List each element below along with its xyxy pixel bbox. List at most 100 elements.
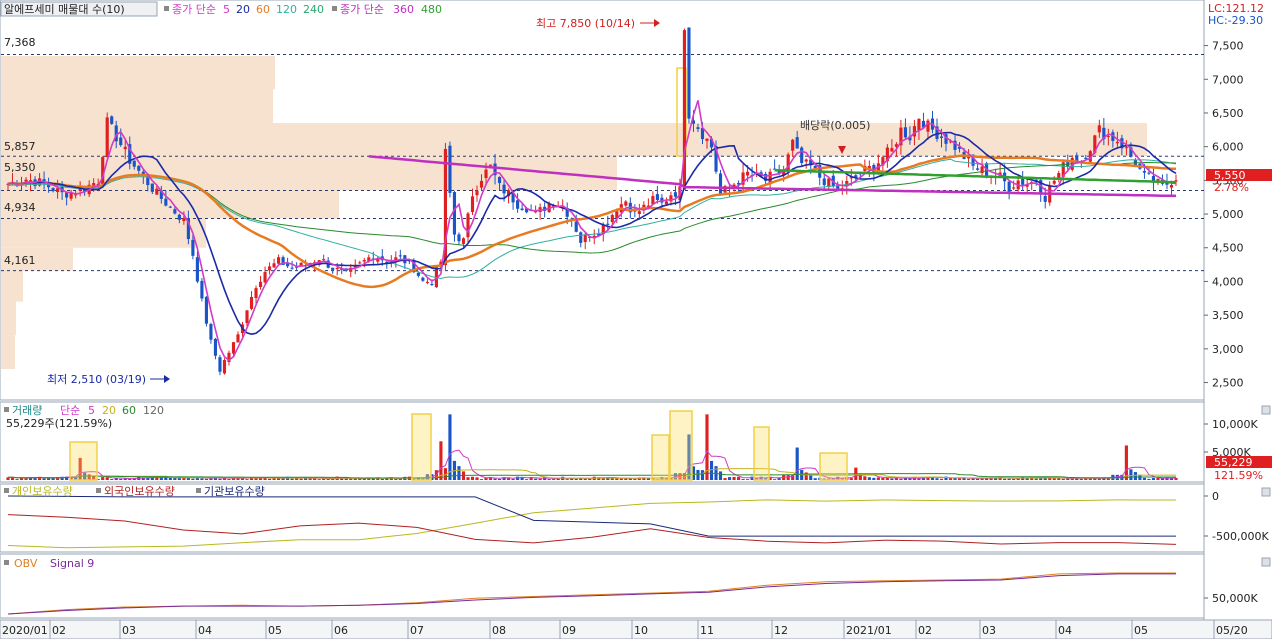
volume-bar	[1048, 477, 1052, 480]
price-ma-label: 종가 단순	[172, 3, 216, 16]
holdings-individual: 개인보유수량	[12, 485, 73, 498]
volume-profile-bar	[1, 190, 339, 219]
holdings-panel[interactable]	[0, 483, 1205, 553]
candle-body	[227, 352, 231, 363]
candle-body	[114, 125, 118, 142]
candle-body	[953, 140, 957, 150]
volume-bar	[813, 478, 817, 480]
volume-bar	[664, 477, 668, 480]
candle-body	[610, 215, 614, 223]
volume-bar	[872, 477, 876, 480]
ma-period-240: 240	[303, 3, 324, 16]
candle-body	[736, 182, 741, 185]
volume-bar	[705, 414, 709, 480]
volume-bar	[42, 478, 46, 480]
candle-body	[1021, 177, 1025, 185]
candle-body	[516, 200, 520, 209]
candle-body	[804, 159, 808, 162]
volume-bar	[96, 479, 100, 480]
candle-body	[164, 198, 168, 206]
candle-body	[935, 126, 939, 140]
obv-panel-toggle-icon[interactable]	[1261, 557, 1271, 567]
volume-bar	[493, 478, 497, 480]
candle-body	[696, 127, 700, 129]
holdings-line-0	[7, 499, 1177, 549]
obv-panel[interactable]	[0, 553, 1205, 619]
holdings-panel-toggle-icon[interactable]	[1261, 487, 1271, 497]
candle-body	[168, 206, 172, 208]
candle-body	[786, 154, 790, 171]
volume-bar	[944, 476, 948, 480]
volume-bar	[939, 478, 944, 480]
volume-bar	[732, 476, 736, 480]
candle-body	[912, 126, 917, 137]
candle-body	[123, 146, 127, 150]
candle-body	[245, 310, 249, 324]
volume-change-value: 121.59%	[1214, 469, 1263, 482]
candle-body	[254, 288, 258, 299]
volume-bar	[917, 478, 921, 480]
volume-bar	[1066, 478, 1070, 480]
volume-bar	[511, 478, 515, 480]
volume-bar	[867, 477, 871, 480]
candle-body	[65, 192, 69, 198]
candle-body	[367, 257, 371, 261]
volume-bar	[1030, 477, 1034, 480]
volume-bar	[340, 477, 344, 480]
volume-bar	[308, 478, 312, 480]
volume-bar	[218, 478, 222, 480]
volume-bar	[281, 478, 285, 480]
volume-panel-toggle-icon[interactable]	[1261, 405, 1271, 415]
candle-body	[443, 148, 448, 265]
volume-panel[interactable]	[0, 401, 1205, 483]
level-label-5857: 5,857	[4, 140, 36, 153]
legend-marker-icon	[4, 407, 9, 412]
volume-bar	[976, 478, 980, 480]
volume-bar	[1007, 478, 1011, 480]
volume-last-value: 55,229	[1214, 456, 1253, 469]
candle-body	[687, 27, 691, 119]
x-tick-label: 07	[410, 624, 424, 637]
ma-period-360: 360	[393, 3, 414, 16]
volume-bar	[1043, 477, 1047, 480]
candle-body	[764, 173, 768, 181]
hc-value: HC:-29.30	[1208, 14, 1263, 27]
x-tick-label: 03	[122, 624, 136, 637]
x-tick-label: 04	[1058, 624, 1072, 637]
volume-bar	[1106, 478, 1110, 480]
volume-profile-bar	[1, 56, 275, 90]
volume-bar	[985, 478, 989, 480]
volume-bar	[443, 468, 448, 480]
candle-body	[768, 171, 772, 184]
volume-bar	[56, 477, 60, 480]
volume-bar	[1160, 478, 1165, 480]
y-tick-label: 4,500	[1212, 242, 1244, 255]
candle-body	[452, 192, 457, 235]
candle-body	[200, 280, 204, 299]
volume-bar	[466, 477, 470, 480]
y-tick-label: 4,000	[1212, 275, 1244, 288]
legend-marker-icon	[4, 488, 9, 493]
ma-period-20: 20	[236, 3, 250, 16]
volume-ma20-line	[7, 468, 1176, 479]
candle-body	[709, 138, 714, 148]
candle-body	[655, 194, 659, 200]
volume-bar	[326, 479, 330, 480]
vol-ma-60: 60	[122, 404, 136, 417]
volume-ma60-line	[7, 472, 1176, 479]
volume-bar	[1057, 478, 1061, 480]
candle-body	[281, 257, 285, 265]
ma5-line	[7, 100, 1177, 362]
volume-bar	[1142, 477, 1147, 480]
x-tick-label: 05	[1134, 624, 1148, 637]
volume-bar	[809, 475, 813, 480]
volume-bar	[267, 478, 272, 480]
candle-body	[155, 188, 159, 195]
volume-bar	[376, 477, 380, 480]
x-tick-label: 06	[334, 624, 348, 637]
volume-bar	[331, 479, 335, 480]
volume-bar	[272, 478, 276, 480]
volume-profile-bar	[1, 218, 206, 248]
volume-bar	[755, 478, 759, 480]
